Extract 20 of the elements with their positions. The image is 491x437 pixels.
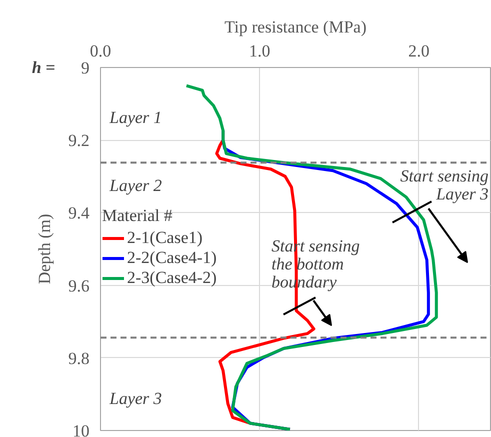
annotation: Start sensing Layer 3 <box>400 166 489 204</box>
legend-title: Material # <box>102 206 174 226</box>
y-tick-label: 9.4 <box>68 204 90 223</box>
legend-label: 2-2(Case4-1) <box>127 248 217 268</box>
annotation: Layer 3 <box>108 389 162 408</box>
legend-label: 2-1(Case1) <box>127 228 203 248</box>
y-tick-label: 9 <box>81 58 90 78</box>
y-tick-label: 9.8 <box>68 348 90 368</box>
y-tick-label: 10 <box>72 422 90 437</box>
x-tick-label: 1.0 <box>249 42 270 60</box>
x-axis-title: Tip resistance (MPa) <box>224 18 366 36</box>
y-axis-title: Depth (m) <box>34 214 54 284</box>
x-tick-label: 2.0 <box>408 42 430 60</box>
annotation: Layer 2 <box>108 176 162 195</box>
text: h = <box>32 58 56 77</box>
y-tick-label: 9.6 <box>68 276 90 296</box>
annotation: Layer 1 <box>108 108 162 127</box>
legend-label: 2-3(Case4-2) <box>127 268 217 288</box>
y-tick-label: 9.2 <box>68 131 90 150</box>
x-tick-label: 0.0 <box>90 42 112 60</box>
